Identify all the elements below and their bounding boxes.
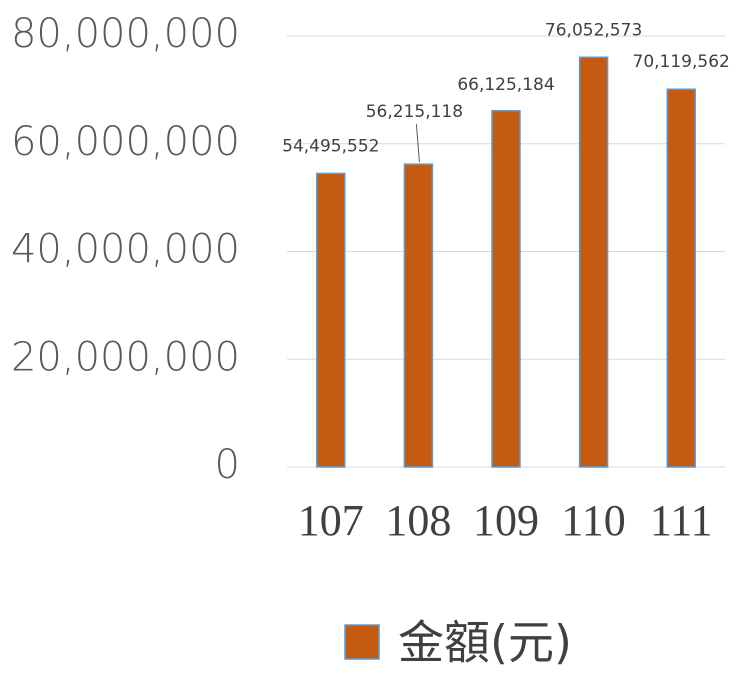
legend-swatch	[344, 624, 380, 660]
leader-line	[415, 124, 420, 163]
y-tick-label: 0	[215, 442, 240, 488]
value-label: 54,495,552	[282, 136, 379, 156]
x-tick-label: 109	[473, 496, 539, 545]
x-tick-label: 111	[650, 496, 713, 545]
bar	[403, 163, 434, 468]
y-tick-label: 40,000,000	[11, 227, 240, 273]
y-tick-label: 20,000,000	[11, 334, 240, 380]
value-label: 66,125,184	[457, 75, 554, 95]
y-tick-label: 60,000,000	[11, 119, 240, 165]
value-label: 76,052,573	[545, 20, 642, 40]
bar	[316, 172, 346, 468]
bar	[491, 110, 521, 468]
bar	[578, 56, 609, 468]
x-tick-label: 110	[561, 496, 625, 545]
value-label: 70,119,562	[633, 52, 730, 72]
bar	[666, 88, 696, 468]
legend-label: 金額(元)	[398, 616, 572, 670]
x-tick-label: 108	[385, 496, 451, 545]
y-tick-label: 80,000,000	[11, 11, 240, 57]
x-tick-label: 107	[298, 496, 364, 545]
value-label: 56,215,118	[366, 102, 463, 122]
